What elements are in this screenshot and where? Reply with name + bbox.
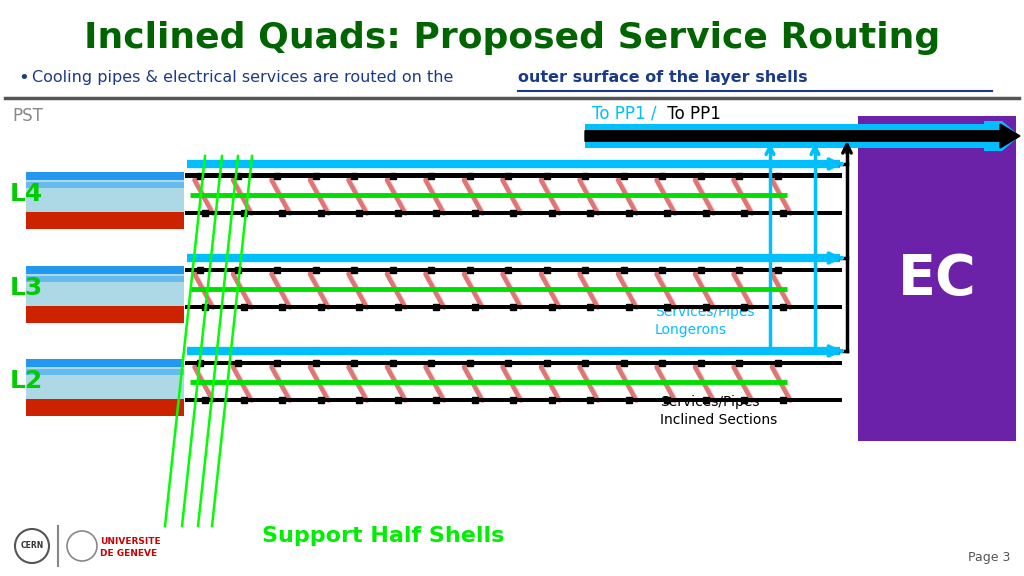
Text: EC: EC: [898, 252, 976, 305]
Text: To PP1: To PP1: [662, 105, 721, 123]
Bar: [26, 276, 184, 282]
Bar: [858, 116, 1016, 441]
Bar: [26, 212, 184, 229]
Text: DE GENEVE: DE GENEVE: [100, 550, 157, 559]
Bar: [26, 369, 184, 375]
Bar: [185, 267, 842, 272]
Bar: [26, 182, 184, 188]
FancyArrow shape: [984, 121, 1020, 151]
Text: Services/Pipes
Longerons: Services/Pipes Longerons: [655, 305, 755, 337]
Text: L2: L2: [10, 369, 43, 393]
Bar: [185, 305, 842, 309]
Text: Inclined Quads: Proposed Service Routing: Inclined Quads: Proposed Service Routing: [84, 21, 940, 55]
Text: •: •: [18, 69, 29, 87]
Bar: [26, 266, 184, 306]
Bar: [185, 210, 842, 215]
Bar: [185, 397, 842, 402]
Bar: [26, 359, 184, 399]
Text: Support Half Shells: Support Half Shells: [262, 526, 505, 546]
Bar: [185, 361, 842, 365]
Text: Cooling pipes & electrical services are routed on the: Cooling pipes & electrical services are …: [32, 70, 459, 85]
Text: UNIVERSITE: UNIVERSITE: [100, 536, 161, 545]
FancyArrow shape: [585, 124, 1020, 148]
Bar: [26, 172, 184, 180]
Text: Services/Pipes
Inclined Sections: Services/Pipes Inclined Sections: [660, 395, 777, 427]
Bar: [26, 172, 184, 212]
Text: L3: L3: [10, 276, 43, 300]
Bar: [26, 399, 184, 416]
Text: PST: PST: [12, 107, 43, 125]
Text: Page 3: Page 3: [968, 551, 1010, 564]
Bar: [26, 306, 184, 323]
Bar: [26, 266, 184, 274]
Bar: [26, 359, 184, 367]
Text: CERN: CERN: [20, 541, 44, 551]
Bar: [585, 124, 985, 148]
Bar: [185, 173, 842, 178]
Text: L4: L4: [10, 182, 43, 206]
Text: To PP1 /: To PP1 /: [592, 105, 656, 123]
Text: outer surface of the layer shells: outer surface of the layer shells: [518, 70, 808, 85]
